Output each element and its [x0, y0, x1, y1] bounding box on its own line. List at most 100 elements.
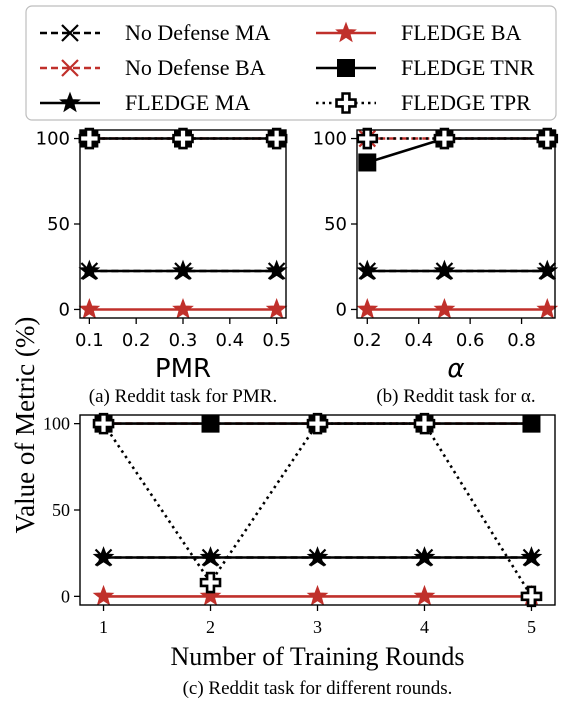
- panel-caption: (a) Reddit task for PMR.: [89, 386, 277, 407]
- x-axis-label: Number of Training Rounds: [171, 642, 465, 671]
- series-layer: [78, 127, 288, 319]
- x-tick-label: 0.3: [169, 330, 198, 351]
- plot-frame: [79, 129, 287, 319]
- x-tick-label: 4: [420, 617, 429, 637]
- legend-frame: [25, 5, 557, 121]
- data-point: [172, 259, 194, 281]
- data-point: [433, 127, 456, 150]
- x-tick-label: 0.2: [122, 330, 151, 351]
- legend: No Defense MA FLEDGE BA No Defense BA FLEDG…: [25, 5, 557, 121]
- panel-caption: (b) Reddit task for α.: [376, 386, 535, 407]
- data-point: [413, 412, 436, 435]
- y-tick-label: 50: [52, 500, 70, 520]
- series-fledge-ba: [356, 298, 559, 319]
- series-layer: [92, 412, 543, 608]
- y-tick-label: 100: [36, 129, 70, 150]
- legend-label: No Defense MA: [125, 20, 271, 45]
- panel-caption: (c) Reddit task for different rounds.: [183, 678, 453, 699]
- data-point: [92, 546, 115, 567]
- data-point: [265, 259, 288, 281]
- y-axis-label: Value of Metric (%): [10, 317, 40, 534]
- y-tick-label: 0: [59, 299, 70, 320]
- series-fledge-tnr: [358, 129, 557, 172]
- x-axis-label: α: [447, 354, 464, 384]
- x-tick-label: 2: [206, 617, 215, 637]
- x-tick-label: 0.2: [353, 330, 382, 351]
- x-tick-label: 0.1: [75, 330, 104, 351]
- data-point: [356, 259, 379, 281]
- series-fledge-tpr: [356, 127, 559, 150]
- legend-marker-x: [61, 59, 79, 77]
- plot-frame: [79, 414, 556, 606]
- data-point: [536, 127, 559, 150]
- legend-entry-no-defense-ma: No Defense MA: [40, 20, 271, 45]
- data-point: [358, 153, 377, 172]
- y-tick-label: 0: [336, 299, 347, 320]
- data-point: [265, 298, 288, 319]
- data-point: [306, 584, 329, 606]
- series-layer: [356, 127, 559, 319]
- legend-marker-square: [337, 59, 355, 77]
- series-fledge-ma: [356, 259, 559, 281]
- data-point: [199, 584, 222, 606]
- series-fledge-ma: [92, 546, 543, 567]
- data-point: [172, 298, 194, 319]
- data-point: [265, 127, 288, 150]
- data-point: [433, 298, 456, 319]
- legend-label: FLEDGE TNR: [401, 55, 535, 80]
- y-tick-label: 100: [43, 414, 70, 434]
- legend-entry-no-defense-ba: No Defense BA: [40, 55, 266, 80]
- data-point: [536, 298, 559, 319]
- legend-marker-plus-open: [335, 92, 357, 114]
- legend-entry-fledge-tnr: FLEDGE TNR: [316, 55, 535, 80]
- data-point: [78, 259, 101, 281]
- legend-entry-fledge-tpr: FLEDGE TPR: [316, 90, 531, 115]
- series-line: [102, 422, 533, 598]
- x-tick-label: 3: [313, 617, 322, 637]
- x-tick-label: 0.5: [262, 330, 291, 351]
- data-point: [172, 127, 194, 150]
- x-tick-label: 1: [99, 617, 108, 637]
- panel-alpha: 0 50 100 0.2 0.4 0.6 0.8 α(b) Reddit task for α…: [313, 127, 559, 407]
- data-point: [356, 127, 379, 150]
- data-point: [92, 584, 115, 606]
- data-point: [201, 414, 220, 433]
- data-point: [356, 298, 379, 319]
- legend-marker-star: [59, 91, 81, 113]
- x-tick-label: 0.4: [215, 330, 244, 351]
- x-tick-label: 0.6: [456, 330, 485, 351]
- data-point: [520, 546, 543, 567]
- y-tick-label: 0: [61, 586, 70, 606]
- data-point: [306, 412, 329, 435]
- legend-label: No Defense BA: [125, 55, 266, 80]
- series-fledge-ba: [78, 298, 288, 319]
- data-point: [413, 546, 436, 567]
- legend-marker-x: [61, 24, 79, 42]
- series-fledge-tpr: [92, 412, 543, 608]
- data-point: [520, 585, 543, 608]
- x-tick-label: 5: [527, 617, 536, 637]
- y-tick-label: 50: [324, 214, 347, 235]
- panel-pmr: 0 50 100 0.1 0.2 0.3 0.4 0.5 PMR(a) Reddit task …: [36, 127, 291, 407]
- legend-label: FLEDGE BA: [401, 20, 522, 45]
- data-point: [199, 546, 222, 567]
- series-fledge-ba: [92, 584, 543, 606]
- data-point: [92, 412, 115, 435]
- y-tick-label: 100: [313, 129, 347, 150]
- data-point: [78, 298, 101, 319]
- data-point: [433, 259, 456, 281]
- data-point: [199, 571, 222, 594]
- data-point: [522, 414, 541, 433]
- y-tick-label: 50: [47, 214, 70, 235]
- legend-label: FLEDGE MA: [125, 90, 250, 115]
- x-tick-label: 0.8: [507, 330, 536, 351]
- plot-frame: [356, 129, 556, 319]
- data-point: [306, 546, 329, 567]
- data-point: [413, 584, 436, 606]
- legend-entry-fledge-ma: FLEDGE MA: [40, 90, 250, 115]
- x-tick-label: 0.4: [404, 330, 433, 351]
- series-fledge-ma: [78, 259, 288, 281]
- series-line: [366, 137, 548, 164]
